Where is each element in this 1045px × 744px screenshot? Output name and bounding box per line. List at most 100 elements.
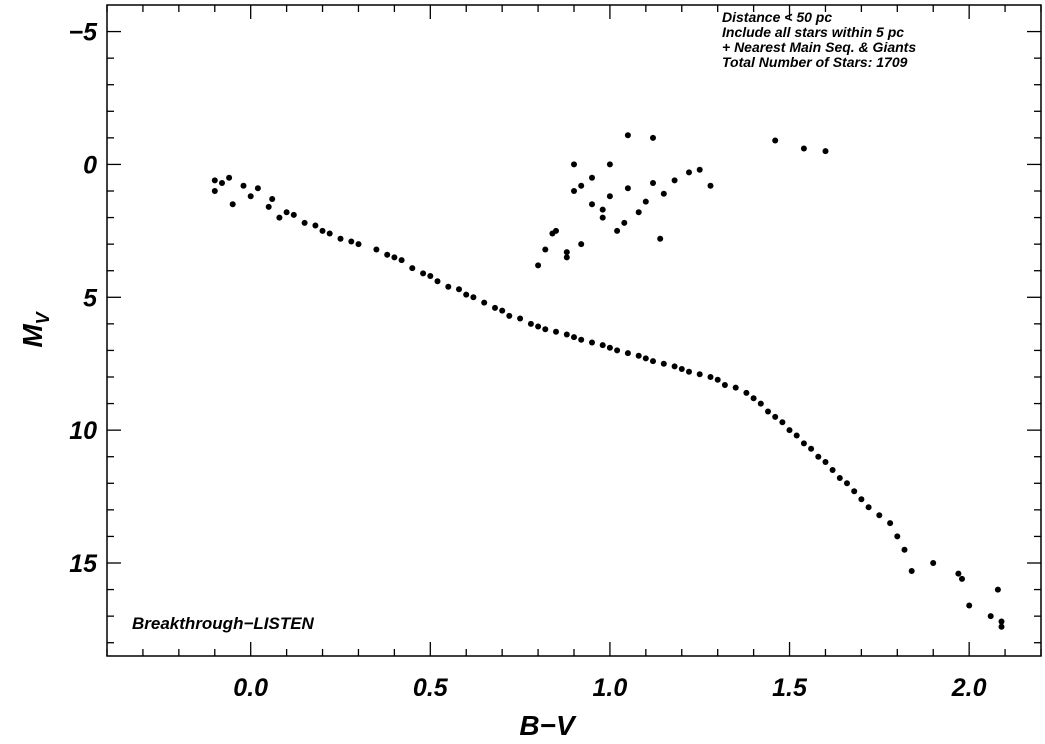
data-point (276, 214, 283, 221)
data-point (650, 134, 656, 141)
data-point (901, 546, 908, 553)
data-point (599, 342, 606, 349)
data-point (563, 254, 570, 261)
axis-ticks (106, 5, 1042, 656)
data-point (247, 193, 254, 200)
data-point (822, 148, 829, 155)
data-point (589, 201, 595, 208)
data-point (373, 246, 380, 253)
y-axis-title: MV (17, 310, 53, 347)
data-point (998, 618, 1005, 625)
data-point (606, 161, 613, 168)
x-tick-label: 1.5 (772, 674, 808, 702)
y-tick-label: 0 (83, 151, 97, 179)
data-point (815, 453, 822, 460)
annotation-nearest: + Nearest Main Seq. & Giants (722, 39, 916, 55)
data-point (571, 334, 577, 341)
data-point (553, 328, 559, 335)
data-point (420, 270, 427, 277)
data-point (786, 427, 793, 434)
data-point (955, 570, 962, 577)
data-points (211, 132, 1005, 630)
data-point (563, 331, 570, 338)
data-point (226, 174, 233, 181)
data-point (642, 355, 649, 362)
x-axis-title: B−V (519, 710, 577, 741)
data-point (876, 512, 883, 519)
data-point (614, 347, 621, 354)
data-point (660, 360, 667, 367)
data-point (589, 174, 595, 181)
data-point (312, 222, 319, 229)
data-point (772, 413, 779, 420)
data-point (290, 211, 297, 218)
data-point (445, 283, 452, 290)
data-point (650, 358, 656, 365)
data-point (732, 384, 739, 391)
data-point (822, 459, 829, 465)
data-point (542, 326, 549, 333)
data-point (254, 185, 261, 192)
data-point (671, 177, 678, 184)
data-point (527, 320, 534, 327)
data-point (772, 137, 779, 144)
y-tick-label: −5 (68, 19, 98, 47)
data-point (434, 278, 441, 285)
data-point (269, 196, 276, 202)
data-point (337, 235, 344, 242)
data-point (624, 350, 631, 357)
data-point (765, 408, 771, 415)
data-point (836, 475, 843, 481)
data-point (348, 238, 355, 245)
data-point (686, 169, 692, 176)
x-tick-labels: 0.0 0.5 1.0 1.5 2.0 (233, 674, 986, 702)
data-point (987, 613, 994, 620)
data-point (930, 560, 937, 566)
annotation-block: Distance < 50 pc Include all stars withi… (722, 9, 916, 70)
data-point (966, 602, 973, 609)
data-point (721, 382, 728, 388)
data-point (427, 273, 434, 279)
annotation-distance: Distance < 50 pc (722, 9, 832, 25)
data-point (865, 504, 872, 511)
plot-frame (106, 4, 1042, 657)
data-point (800, 440, 807, 447)
data-point (635, 352, 642, 359)
data-point (707, 182, 714, 189)
data-point (808, 445, 815, 452)
data-point (470, 294, 477, 301)
data-point (671, 363, 678, 370)
data-point (571, 161, 577, 168)
data-point (858, 496, 865, 503)
data-point (211, 188, 218, 194)
data-point (757, 400, 764, 407)
data-point (621, 219, 628, 226)
y-tick-label: 15 (69, 550, 98, 578)
data-point (707, 374, 714, 380)
data-point (657, 235, 664, 242)
data-point (265, 203, 272, 210)
data-point (589, 339, 595, 346)
data-point (463, 291, 470, 298)
data-point (800, 145, 807, 152)
annotation-include: Include all stars within 5 pc (722, 24, 904, 40)
data-point (696, 166, 703, 173)
data-point (219, 180, 225, 186)
data-point (319, 227, 326, 234)
data-point (578, 336, 585, 343)
data-point (614, 227, 621, 234)
data-point (998, 623, 1005, 630)
data-point (409, 265, 416, 272)
data-point (686, 368, 692, 375)
data-point (829, 467, 836, 473)
data-point (456, 286, 462, 293)
data-point (599, 206, 606, 213)
data-point (578, 241, 585, 248)
data-point (506, 312, 513, 319)
data-point (211, 177, 218, 184)
data-point (499, 307, 506, 314)
data-point (696, 371, 703, 378)
data-point (793, 432, 800, 439)
x-tick-label: 0.0 (233, 674, 268, 702)
